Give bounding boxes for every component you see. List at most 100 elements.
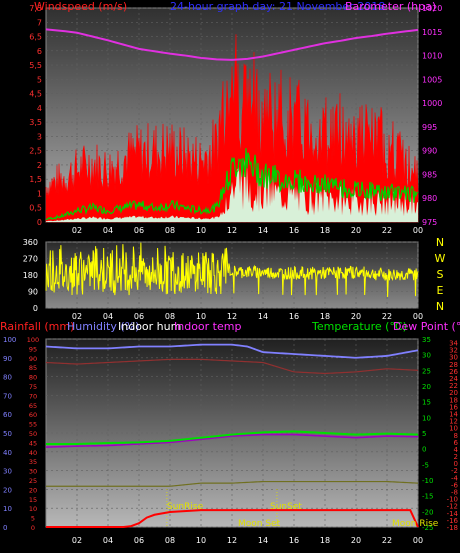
x-tick-label: 22 — [382, 312, 392, 321]
x-tick-label: 18 — [320, 536, 330, 545]
rain-y-tick: 5 — [31, 515, 35, 523]
rain-y-tick: 60 — [29, 411, 37, 419]
x-tick-label: 20 — [351, 536, 361, 545]
humidity-y-tick: 40 — [3, 449, 12, 457]
moonrise-annotation: Moon Rise — [392, 519, 439, 529]
rain-y-tick: 10 — [29, 505, 37, 513]
rain-y-tick: 35 — [29, 458, 37, 466]
rain-y-tick: 90 — [29, 355, 37, 363]
x-tick-label: 04 — [103, 312, 113, 321]
temp-y-tick: -25 — [422, 524, 433, 532]
wind-y-tick: 3,5 — [29, 118, 42, 127]
humidity-y-tick: 100 — [3, 336, 16, 344]
x-tick-label: 00 — [413, 312, 423, 321]
compass-label: W — [435, 252, 446, 265]
dewpoint-series — [45, 433, 419, 448]
humidity-y-tick: 70 — [3, 392, 12, 400]
barometer-series — [45, 28, 419, 61]
windspeed-title: Windspeed (m/s) — [34, 0, 127, 13]
wind-y-tick: 7 — [37, 18, 42, 27]
x-tick-label: 08 — [165, 312, 175, 321]
temp-y-tick: 25 — [422, 367, 431, 375]
dewpoint-y-tick: 18 — [449, 396, 458, 404]
temp-y-tick: 15 — [422, 399, 431, 407]
x-tick-label: 12 — [227, 312, 237, 321]
dewpoint-y-tick: 30 — [449, 354, 458, 362]
rain-y-tick: 75 — [29, 383, 37, 391]
barometer-title: Barometer (hpa) — [345, 0, 436, 13]
temp-y-tick: 5 — [422, 430, 426, 438]
temperature-label: Temperature (°C) — [311, 320, 407, 333]
dewpoint-y-tick: 0 — [454, 460, 458, 468]
dewpoint-y-tick: 20 — [449, 389, 458, 397]
x-tick-label: 02 — [72, 536, 82, 545]
baro-y-tick: 975 — [422, 218, 437, 227]
dewpoint-y-tick: 28 — [449, 361, 458, 369]
rainfall-label: Rainfall (mm) — [0, 320, 74, 333]
x-tick-label: 10 — [196, 312, 206, 321]
dewpoint-y-tick: 24 — [449, 375, 458, 383]
x-tick-label: 10 — [196, 536, 206, 545]
dewpoint-y-tick: 16 — [449, 403, 458, 411]
moonset-annotation: Moon Set — [238, 519, 281, 529]
x-tick-label: 12 — [227, 536, 237, 545]
dewpoint-y-tick: -4 — [451, 474, 459, 482]
rain-y-tick: 95 — [29, 345, 37, 353]
baro-y-tick: 980 — [422, 194, 437, 203]
x-tick-label: 14 — [258, 312, 268, 321]
x-tick-label: 00 — [413, 536, 423, 545]
wind-y-tick: 5 — [37, 75, 42, 84]
baro-y-tick: 1015 — [422, 28, 442, 37]
x-tick-label: 22 — [382, 536, 392, 545]
wind-y-tick: 5,5 — [29, 61, 42, 70]
series-layer — [45, 28, 419, 528]
temp-y-tick: -5 — [422, 461, 429, 469]
direction-y-tick: 180 — [23, 271, 38, 280]
humidity-y-tick: 10 — [3, 505, 12, 513]
indoor-temp-label: Indoor temp — [174, 320, 241, 333]
dewpoint-y-tick: -12 — [447, 503, 458, 511]
humidity-y-tick: 50 — [3, 430, 12, 438]
tick-labels: 0202020404040606060808081010101212121414… — [3, 4, 459, 545]
rain-y-tick: 20 — [29, 486, 37, 494]
wind-y-tick: 0 — [37, 218, 42, 227]
x-tick-label: 20 — [351, 226, 361, 235]
wind-y-tick: 6,5 — [29, 33, 42, 42]
indoor-temp-series — [46, 480, 419, 487]
dewpoint-y-tick: -8 — [451, 489, 458, 497]
x-tick-label: 08 — [165, 536, 175, 545]
dewpoint-y-tick: -2 — [451, 467, 458, 475]
wind-y-tick: 4,5 — [29, 90, 42, 99]
rain-y-tick: 85 — [29, 364, 37, 372]
temp-y-tick: 35 — [422, 336, 431, 344]
x-tick-label: 14 — [258, 226, 268, 235]
sunset-annotation: SunSet — [270, 502, 302, 512]
rain-y-tick: 25 — [29, 477, 37, 485]
dewpoint-y-tick: 6 — [454, 439, 459, 447]
wind-average-fill — [46, 159, 418, 222]
x-tick-label: 16 — [289, 312, 299, 321]
x-tick-label: 22 — [382, 226, 392, 235]
compass-label: N — [436, 300, 444, 313]
rain-y-tick: 0 — [31, 524, 35, 532]
temp-y-tick: -20 — [422, 508, 433, 516]
dewpoint-y-tick: 34 — [449, 340, 458, 348]
direction-y-tick: 90 — [28, 288, 38, 297]
dewpoint-y-tick: 26 — [449, 368, 458, 376]
wind-y-tick: 6 — [37, 47, 42, 56]
temp-y-tick: 30 — [422, 352, 431, 360]
wind-y-tick: 1,5 — [29, 175, 42, 184]
wind-direction-series — [45, 242, 419, 297]
baro-y-tick: 990 — [422, 147, 437, 156]
dewpoint-y-tick: 14 — [449, 410, 458, 418]
baro-y-tick: 1010 — [422, 52, 442, 61]
rain-y-tick: 70 — [29, 392, 37, 400]
dewpoint-y-tick: -6 — [451, 481, 459, 489]
x-tick-label: 16 — [289, 536, 299, 545]
dewpoint-y-tick: 12 — [449, 418, 458, 426]
rain-y-tick: 100 — [27, 336, 39, 344]
wind-y-tick: 2 — [37, 161, 42, 170]
humidity-y-tick: 90 — [3, 355, 12, 363]
average-wind-series — [45, 148, 419, 221]
